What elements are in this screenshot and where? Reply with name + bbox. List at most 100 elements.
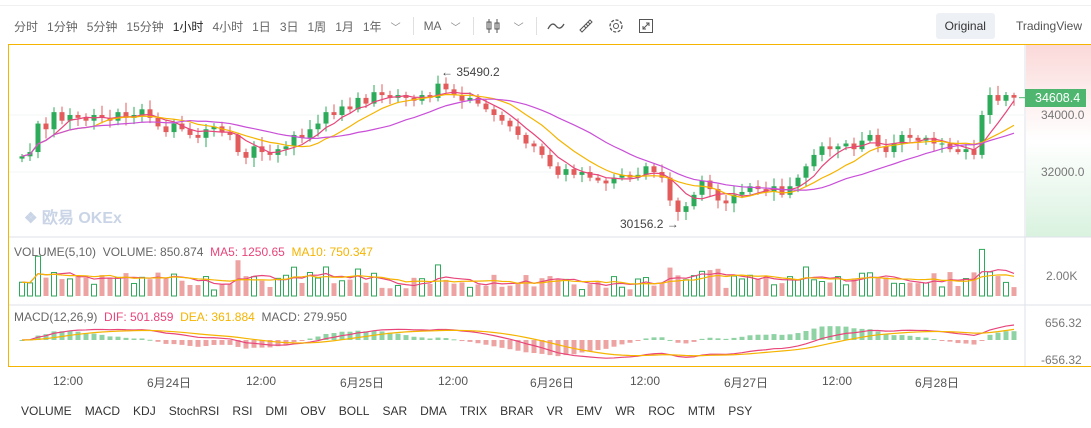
macd-histogram-bar	[587, 340, 593, 352]
macd-histogram-bar	[427, 338, 433, 340]
interval-6[interactable]: 1日	[252, 19, 271, 34]
volume-bar-up	[467, 286, 473, 297]
candle-down	[187, 129, 193, 135]
macd-histogram-bar	[715, 338, 721, 340]
candle-down	[523, 134, 529, 144]
volume-bar-down	[59, 279, 65, 296]
volume-bar-down	[403, 288, 409, 296]
volume-bar-down	[515, 282, 521, 296]
macd-histogram-bar	[99, 334, 105, 340]
volume-bar-down	[931, 273, 937, 296]
volume-bar-down	[715, 268, 721, 296]
macd-histogram-bar	[243, 340, 249, 349]
indicator-emv[interactable]: EMV	[576, 404, 603, 418]
indicator-wr[interactable]: WR	[615, 404, 636, 418]
interval-4[interactable]: 1小时	[172, 19, 204, 34]
candle-down	[403, 95, 409, 98]
macd-histogram-bar	[827, 326, 833, 340]
chevron-down-icon[interactable]: ﹀	[513, 22, 524, 34]
candle-up	[251, 146, 257, 158]
volume-bar-up	[291, 266, 297, 297]
volume-bar-up	[139, 276, 145, 297]
interval-10[interactable]: 1年	[362, 19, 382, 34]
interval-5[interactable]: 4小时	[212, 19, 244, 34]
indicator-volume[interactable]: VOLUME	[21, 404, 72, 418]
macd-histogram-bar	[211, 340, 217, 345]
indicator-macd[interactable]: MACD	[84, 404, 121, 418]
indicator-rsi[interactable]: RSI	[232, 404, 253, 418]
volume-bar-down	[995, 276, 1001, 296]
candle-up	[747, 186, 753, 192]
candle-up	[211, 126, 217, 130]
candle-down	[1011, 95, 1017, 98]
indicator-kdj[interactable]: KDJ	[133, 404, 156, 418]
interval-8[interactable]: 1周	[307, 19, 327, 34]
candlestick-icon[interactable]	[484, 17, 502, 35]
time-axis-label: 12:00	[438, 374, 469, 388]
volume-bar-down	[539, 278, 545, 296]
gear-icon[interactable]	[607, 17, 625, 35]
volume-bar-up	[435, 264, 441, 297]
candle-down	[331, 112, 337, 115]
interval-0[interactable]: 分时	[14, 19, 39, 34]
interval-3[interactable]: 15分钟	[126, 19, 164, 34]
volume-bar-down	[267, 286, 273, 296]
view-original-button[interactable]: Original	[935, 13, 995, 39]
candle-up	[739, 191, 745, 195]
macd-histogram-bar	[139, 338, 145, 340]
indicator-vr[interactable]: VR	[546, 404, 564, 418]
indicator-mtm[interactable]: MTM	[687, 404, 716, 418]
indicator-roc[interactable]: ROC	[648, 404, 675, 418]
candle-down	[267, 152, 273, 155]
volume-bar-up	[131, 282, 137, 297]
indicator-dmi[interactable]: DMI	[265, 404, 288, 418]
macd-histogram-bar	[179, 340, 185, 345]
indicator-stochrsi[interactable]: StochRSI	[168, 404, 220, 418]
candle-down	[347, 106, 353, 110]
indicator-select[interactable]: MA	[423, 19, 442, 33]
volume-bar-down	[331, 283, 337, 296]
candle-up	[171, 123, 177, 133]
volume-bar-up	[643, 277, 649, 297]
interval-7[interactable]: 3日	[279, 19, 299, 34]
indicator-psy[interactable]: PSY	[728, 404, 753, 418]
interval-1[interactable]: 1分钟	[47, 19, 78, 34]
chevron-down-icon[interactable]: ﹀	[450, 22, 461, 34]
ruler-icon[interactable]	[577, 17, 595, 35]
chart-frame[interactable]	[8, 44, 1091, 367]
candle-up	[315, 123, 321, 130]
volume-bar-up	[899, 283, 905, 297]
volume-bar-down	[347, 279, 353, 296]
ma5-line	[21, 91, 1015, 200]
indicator-boll[interactable]: BOLL	[338, 404, 370, 418]
macd-histogram-bar	[75, 331, 81, 340]
indicator-sar[interactable]: SAR	[382, 404, 408, 418]
indicator-dma[interactable]: DMA	[420, 404, 447, 418]
volume-axis-label: 2.00K	[1046, 269, 1078, 283]
macd-histogram-bar	[963, 340, 969, 344]
indicator-brar[interactable]: BRAR	[500, 404, 534, 418]
volume-bar-down	[955, 285, 961, 296]
view-tradingview-button[interactable]: TradingView	[1015, 19, 1082, 33]
candle-up	[139, 109, 145, 115]
interval-9[interactable]: 1月	[335, 19, 354, 34]
toolbar: 分时 1分钟 5分钟 15分钟 1小时 4小时 1日 3日 1周 1月 1年 ﹀ MA ﹀ ﹀ Or…	[0, 8, 1091, 44]
macd-histogram-bar	[619, 340, 625, 345]
macd-histogram-bar	[163, 340, 169, 344]
macd-dif-line	[21, 324, 1015, 359]
volume-bar-down	[147, 279, 153, 296]
indicator-obv[interactable]: OBV	[300, 404, 326, 418]
fullscreen-icon[interactable]	[637, 17, 655, 35]
chevron-down-icon[interactable]: ﹀	[390, 22, 401, 34]
volume-bar-down	[363, 282, 369, 296]
indicator-trix[interactable]: TRIX	[459, 404, 488, 418]
candle-up	[339, 106, 345, 115]
macd-histogram-bar	[875, 331, 881, 340]
macd-histogram-bar	[363, 331, 369, 340]
line-tool-icon[interactable]	[546, 17, 565, 35]
macd-histogram-bar	[675, 340, 681, 343]
interval-2[interactable]: 5分钟	[86, 19, 118, 34]
macd-histogram-bar	[787, 334, 793, 340]
volume-bar-down	[531, 286, 537, 296]
